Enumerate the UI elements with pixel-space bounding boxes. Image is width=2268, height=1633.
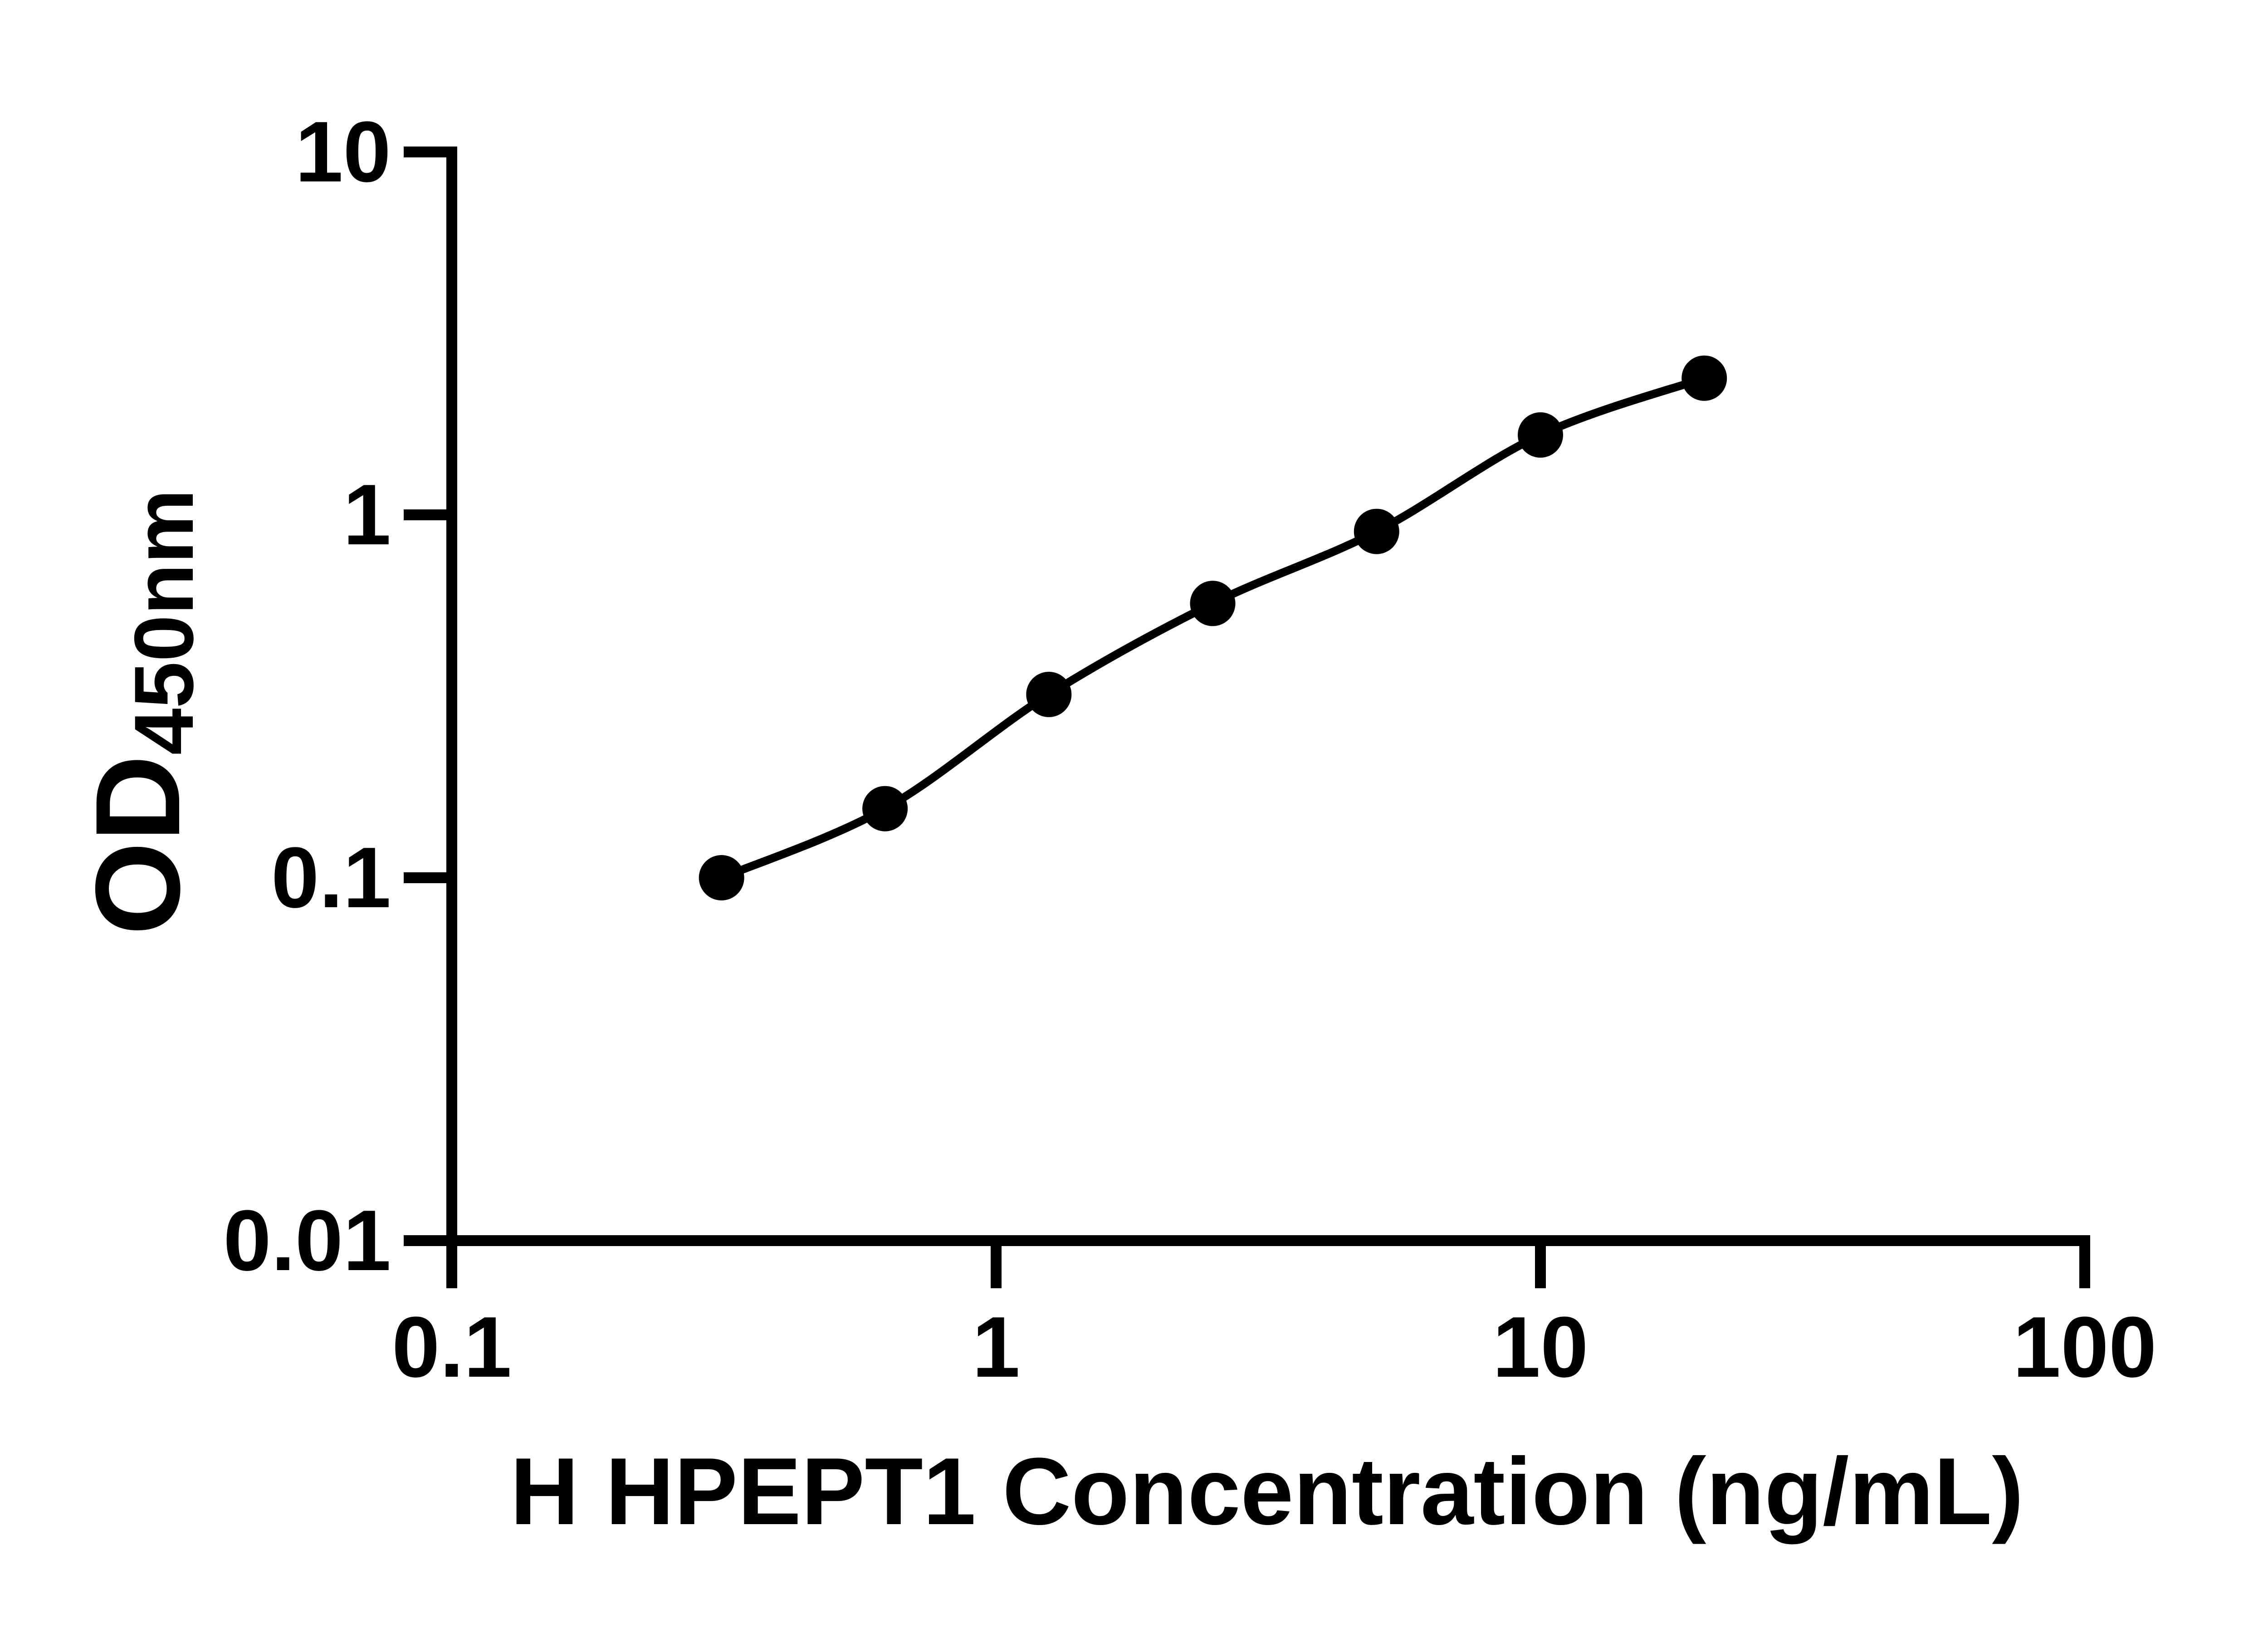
y-tick-label: 0.1	[271, 830, 391, 926]
y-axis-line	[404, 147, 457, 1241]
y-tick-label: 10	[295, 104, 391, 200]
y-tick-label: 1	[343, 467, 391, 563]
y-axis-title-main: OD	[71, 755, 205, 935]
data-point-marker	[1354, 508, 1399, 554]
y-tick-labels: 10 1 0.1 0.01	[223, 104, 391, 1289]
data-point-marker	[1190, 581, 1236, 626]
data-point-marker	[1681, 355, 1727, 401]
data-point-marker	[699, 855, 744, 900]
y-tick-label: 0.01	[223, 1193, 391, 1289]
x-tick-label: 100	[2013, 1299, 2156, 1395]
data-point-marker	[1026, 671, 1072, 717]
y-axis-title: OD450nm	[71, 489, 211, 935]
x-tick-label: 0.1	[392, 1299, 512, 1395]
data-points	[699, 355, 1727, 900]
y-axis-title-subscript: 450nm	[117, 489, 211, 755]
x-axis-title: H HPEPT1 Concentration (ng/mL)	[510, 1438, 2024, 1545]
data-point-marker	[862, 786, 908, 831]
x-tick-label: 10	[1492, 1299, 1588, 1395]
axes	[404, 147, 2090, 1288]
x-tick-label: 1	[972, 1299, 1020, 1395]
data-point-marker	[1518, 412, 1563, 458]
x-tick-labels: 0.1 1 10 100	[392, 1299, 2157, 1395]
x-axis-line	[404, 1235, 2090, 1288]
